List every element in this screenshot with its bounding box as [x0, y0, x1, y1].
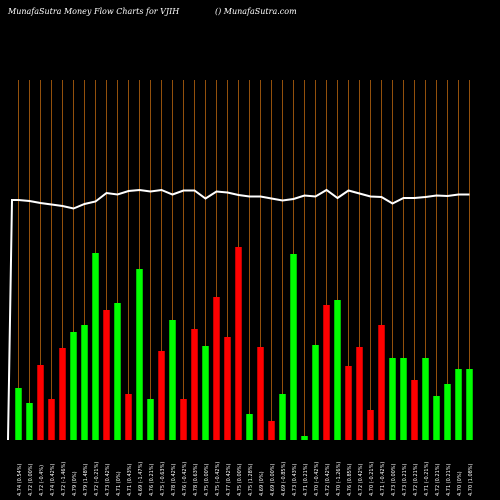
- x-tick-label: 4.71 (-0.21%): [424, 462, 430, 496]
- money-flow-bars: [15, 247, 473, 440]
- x-tick-label: 4.71 (0%): [116, 471, 122, 496]
- bar-outflow: [268, 421, 275, 440]
- money-flow-line-group: [7, 188, 470, 441]
- bar-outflow: [37, 365, 44, 440]
- bar-outflow: [59, 348, 66, 440]
- x-tick-label: 4.75 (-0.42%): [215, 462, 221, 496]
- bar-outflow: [378, 325, 385, 440]
- x-tick-label: 4.75 (0.00%): [237, 463, 243, 496]
- bar-outflow: [411, 380, 418, 440]
- bar-outflow: [323, 305, 330, 440]
- x-tick-label: 4.72 (-1.46%): [61, 462, 67, 496]
- bar-inflow: [26, 403, 33, 440]
- x-tick-label: 4.75 (1.28%): [248, 463, 254, 496]
- x-tick-label: 4.72 (0.21%): [435, 463, 441, 496]
- bar-inflow: [114, 303, 121, 440]
- bar-inflow: [70, 332, 77, 440]
- x-tick-label: 4.73 (0.43%): [292, 463, 298, 496]
- x-tick-label: 4.69 (-0.85%): [281, 462, 287, 496]
- x-tick-label: 4.72 (-0.21%): [94, 462, 100, 496]
- bar-inflow: [389, 358, 396, 440]
- bar-outflow: [125, 394, 132, 440]
- x-tick-label: 4.78 (0.42%): [171, 463, 177, 496]
- bar-inflow: [334, 300, 341, 440]
- bar-outflow: [367, 410, 374, 440]
- x-tick-label: 4.75 (0.00%): [204, 463, 210, 496]
- money-flow-line: [7, 188, 470, 441]
- x-tick-label: 4.79 (0%): [72, 471, 78, 496]
- bar-inflow: [136, 269, 143, 440]
- x-tick-label: 4.70 (1.08%): [468, 463, 474, 496]
- bar-outflow: [224, 337, 231, 440]
- x-tick-label: 4.71 (0.21%): [446, 463, 452, 496]
- bar-outflow: [356, 347, 363, 440]
- x-tick-label: 4.73 (0.21%): [402, 463, 408, 496]
- bar-inflow: [279, 394, 286, 440]
- x-tick-label: 4.77 (0.42%): [226, 463, 232, 496]
- bar-inflow: [444, 384, 451, 440]
- x-tick-label: 4.70 (-1.26%): [336, 462, 342, 496]
- bar-inflow: [433, 396, 440, 440]
- x-tick-label: 4.69 (0%): [259, 471, 265, 496]
- x-tick-label: 4.72 (-0.4%): [39, 465, 45, 496]
- bar-inflow: [202, 346, 209, 440]
- bar-inflow: [290, 254, 297, 440]
- x-tick-label: 4.79 (1.48%): [83, 463, 89, 496]
- x-tick-label: 4.72 (0.00%): [28, 463, 34, 496]
- x-tick-label: 4.73 (0.00%): [391, 463, 397, 496]
- chart-title: MunafaSutra Money Flow Charts for VJIH: [8, 7, 180, 16]
- site-credit: () MunafaSutra.com: [215, 7, 297, 16]
- bar-inflow: [312, 345, 319, 440]
- x-tick-label: 4.78 (0.63%): [193, 463, 199, 496]
- bar-outflow: [235, 247, 242, 440]
- x-tick-label: 4.70 (-0.21%): [369, 462, 375, 496]
- x-tick-labels: 4.74 (0.54%) 4.72 (0.00%) 4.72 (-0.4%) 4.74…: [17, 462, 474, 496]
- x-tick-label: 4.69 (-1.47%): [138, 462, 144, 496]
- x-tick-label: 4.71 (-0.42%): [380, 462, 386, 496]
- bar-outflow: [257, 347, 264, 440]
- x-tick-label: 4.76 (0.85%): [347, 463, 353, 496]
- x-tick-label: 4.76 (0.21%): [149, 463, 155, 496]
- bar-inflow: [455, 369, 462, 440]
- x-tick-label: 4.74 (0.54%): [17, 463, 23, 496]
- bar-outflow: [103, 310, 110, 440]
- x-tick-label: 4.69 (0.00%): [270, 463, 276, 496]
- x-tick-label: 4.72 (0.42%): [358, 463, 364, 496]
- bar-inflow: [466, 369, 473, 440]
- bar-outflow: [213, 297, 220, 440]
- bar-inflow: [147, 399, 154, 440]
- x-tick-label: 4.74 (0.42%): [50, 463, 56, 496]
- bar-inflow: [81, 325, 88, 440]
- x-tick-label: 4.76 (-0.42%): [182, 462, 188, 496]
- bar-outflow: [158, 351, 165, 440]
- bar-inflow: [400, 358, 407, 440]
- x-tick-label: 4.73 (0.42%): [105, 463, 111, 496]
- x-tick-label: 4.70 (0%): [457, 471, 463, 496]
- x-tick-label: 4.71 (0.43%): [127, 463, 133, 496]
- bar-outflow: [48, 399, 55, 440]
- x-tick-label: 4.71 (0.21%): [303, 463, 309, 496]
- x-tick-label: 4.72 (0.21%): [413, 463, 419, 496]
- bar-inflow: [246, 414, 253, 440]
- bar-inflow: [169, 320, 176, 440]
- bar-inflow: [92, 253, 99, 440]
- bar-inflow: [422, 358, 429, 440]
- bar-outflow: [345, 366, 352, 440]
- x-tick-label: 4.70 (-0.42%): [314, 462, 320, 496]
- x-tick-label: 4.75 (-0.63%): [160, 462, 166, 496]
- bar-inflow: [15, 388, 22, 440]
- bar-outflow: [180, 399, 187, 440]
- x-tick-label: 4.72 (0.42%): [325, 463, 331, 496]
- bar-inflow: [301, 436, 308, 440]
- bar-outflow: [191, 329, 198, 440]
